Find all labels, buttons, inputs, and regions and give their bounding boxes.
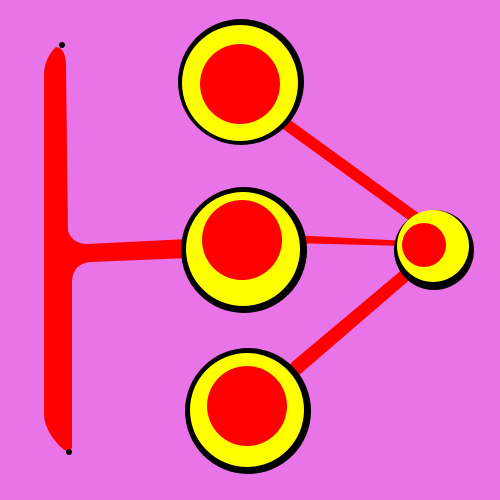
node-middle [181, 187, 307, 313]
node-hub-core [402, 223, 446, 267]
node-bottom [185, 348, 311, 474]
connection-middle-to-hub [292, 235, 406, 246]
connections-group [268, 97, 424, 391]
node-hub [394, 210, 474, 290]
connection-top-to-hub [268, 97, 424, 224]
bus-group [44, 42, 191, 455]
node-middle-core [202, 200, 282, 280]
connection-bottom-to-hub [276, 268, 414, 391]
node-top-core [200, 44, 280, 124]
node-bottom-core [207, 366, 287, 446]
vertical-bus [44, 47, 191, 451]
bus-top-endpoint [59, 42, 65, 48]
node-top [178, 19, 304, 145]
bus-bottom-endpoint [66, 449, 72, 455]
